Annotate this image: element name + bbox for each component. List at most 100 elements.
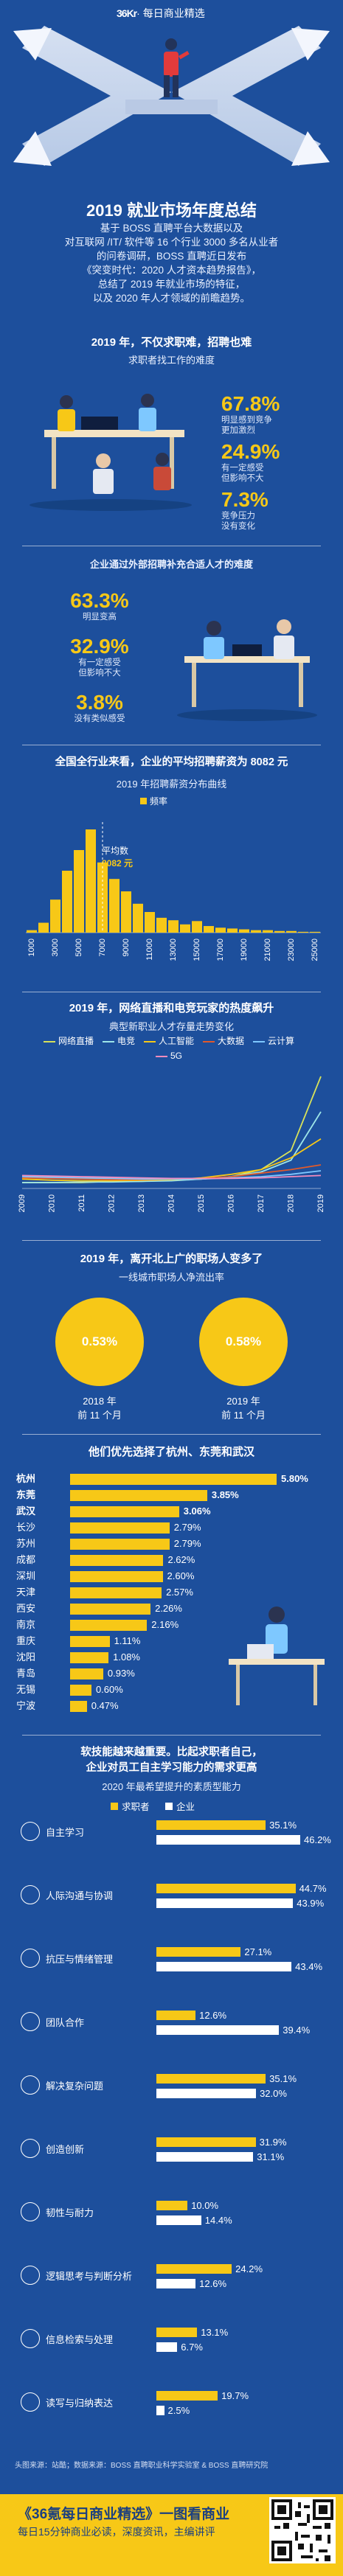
skill-name: 解决复杂问题 — [46, 2081, 104, 2092]
city-name: 宁波 — [16, 1700, 36, 1711]
skill-icon — [21, 2139, 40, 2158]
data-sources-note: 头图来源：站酷；数据来源：BOSS 直聘职业科学实验室 & BOSS 直聘研究院 — [15, 2462, 268, 2470]
skill-seeker-value: 19.7% — [221, 2390, 249, 2401]
city-name: 杭州 — [16, 1473, 36, 1484]
section5-heading: 2019 年，离开北上广的职场人变多了 — [80, 1253, 263, 1265]
skill-icon — [21, 2392, 40, 2412]
salary-bar — [263, 930, 273, 933]
salary-bar — [121, 891, 131, 933]
series-line — [22, 1111, 322, 1183]
skill-company-bar — [156, 1835, 300, 1845]
skill-icon — [21, 2329, 40, 2348]
legend-item: 云计算 — [253, 1036, 294, 1046]
footer-subtitle: 每日15分钟商业必读，深度资讯，主编讲评 — [18, 2526, 215, 2538]
section3-heading: 全国全行业来看，企业的平均招聘薪资为 8082 元 — [55, 756, 288, 768]
occupation-tick-label: 2013 — [137, 1194, 146, 1212]
skill-seeker-value: 44.7% — [299, 1883, 327, 1894]
skill-company-value: 6.7% — [181, 2342, 203, 2353]
divider — [22, 1434, 321, 1435]
city-value: 2.60% — [167, 1570, 195, 1581]
hero-illustration — [13, 26, 330, 166]
skill-seeker-value: 24.2% — [235, 2263, 263, 2274]
city-value: 2.79% — [173, 1538, 201, 1549]
skill-company-bar — [156, 2215, 201, 2225]
skill-row: 韧性与耐力 10.0% 14.4% — [0, 2198, 343, 2230]
city-name: 深圳 — [16, 1570, 36, 1581]
skill-row: 解决复杂问题 35.1% 32.0% — [0, 2071, 343, 2103]
legend-item: 大数据 — [203, 1036, 244, 1046]
skill-name: 抗压与情绪管理 — [46, 1954, 114, 1965]
city-row: 深圳 2.60% — [0, 1568, 343, 1584]
skill-name: 信息检索与处理 — [46, 2334, 114, 2345]
salary-bar — [133, 903, 143, 933]
skill-seeker-bar — [156, 2011, 196, 2020]
skill-row: 抗压与情绪管理 27.1% 43.4% — [0, 1944, 343, 1977]
salary-bar — [239, 929, 249, 933]
occupation-tick-label: 2019 — [316, 1194, 325, 1212]
salary-tick-label: 15000 — [193, 939, 201, 961]
section1-stat-2: 24.9% 有一定感受 但影响不大 — [221, 440, 280, 484]
salary-bar — [180, 924, 190, 933]
city-bar — [70, 1636, 110, 1647]
skill-company-value: 46.2% — [304, 1834, 331, 1845]
section4-heading: 2019 年，网络直播和电竞玩家的热度飙升 — [69, 1002, 274, 1014]
skill-company-bar — [156, 2152, 254, 2162]
section1-stat-3: 7.3% 竞争压力 没有变化 — [221, 488, 268, 532]
divider — [22, 1240, 321, 1241]
skill-company-bar — [156, 1898, 294, 1908]
salary-bar — [298, 931, 308, 933]
city-value: 0.93% — [107, 1668, 135, 1679]
city-row: 成都 2.62% — [0, 1552, 343, 1568]
office-meeting-illustration — [30, 394, 192, 511]
skill-seeker-value: 35.1% — [269, 2073, 297, 2084]
city-row: 天津 2.57% — [0, 1584, 343, 1601]
city-bar — [70, 1506, 179, 1517]
salary-bar — [168, 920, 179, 933]
occupation-tick-label: 2012 — [107, 1194, 116, 1212]
skill-name: 读写与归纳表达 — [46, 2398, 114, 2409]
skill-name: 逻辑思考与判断分析 — [46, 2271, 133, 2282]
salary-tick-label: 1000 — [27, 939, 36, 956]
skill-name: 团队合作 — [46, 2017, 85, 2028]
skill-row: 自主学习 35.1% 46.2% — [0, 1817, 343, 1850]
skill-row: 读写与归纳表达 19.7% 2.5% — [0, 2388, 343, 2420]
city-bar — [70, 1571, 163, 1582]
city-bar — [70, 1555, 164, 1566]
city-value: 0.47% — [91, 1700, 119, 1711]
skill-icon — [21, 1949, 40, 1968]
city-preference-bar-chart: 杭州 5.80% 东莞 3.85% 武汉 3.06% 长沙 2.79% 苏州 2.79% 成都 2.6… — [0, 1471, 343, 1722]
qr-code[interactable] — [269, 2497, 336, 2563]
city-value: 2.16% — [151, 1619, 179, 1630]
salary-bar — [310, 931, 320, 933]
salary-bar — [192, 921, 202, 933]
city-row: 宁波 0.47% — [0, 1698, 343, 1714]
city-value: 2.79% — [173, 1522, 201, 1533]
city-bar — [70, 1604, 151, 1615]
city-name: 武汉 — [16, 1505, 36, 1517]
skill-seeker-value: 31.9% — [259, 2137, 287, 2148]
salary-tick-label: 11000 — [145, 939, 154, 961]
legend-item: 电竞 — [102, 1036, 135, 1046]
salary-bar — [274, 930, 285, 933]
occupation-chart-legend: 网络直播 电竞 人工智能 大数据 云计算 5G — [37, 1034, 310, 1063]
skill-icon — [21, 2075, 40, 2095]
salary-tick-label: 25000 — [311, 939, 319, 961]
skill-name: 自主学习 — [46, 1827, 85, 1838]
skills-legend: 求职者 企业 — [111, 1799, 195, 1813]
section7-heading-line2: 企业对员工自主学习能力的需求更高 — [86, 1762, 257, 1774]
skill-icon — [21, 1822, 40, 1841]
section2-stat-2: 32.9% 有一定感受 但影响不大 — [70, 635, 129, 678]
outflow-2019-label: 2019 年前 11 个月 — [221, 1396, 266, 1421]
skill-seeker-bar — [156, 1884, 296, 1893]
salary-tick-label: 19000 — [240, 939, 249, 961]
skill-seeker-bar — [156, 1947, 241, 1957]
skill-seeker-value: 35.1% — [269, 1820, 297, 1831]
city-name: 重庆 — [16, 1635, 36, 1646]
city-name: 东莞 — [16, 1489, 36, 1500]
city-row: 长沙 2.79% — [0, 1520, 343, 1536]
salary-bar — [215, 927, 226, 933]
city-name: 天津 — [16, 1587, 36, 1598]
skill-row: 创造创新 31.9% 31.1% — [0, 2134, 343, 2167]
salary-distribution-chart: 1000 3000 5000 7000 9000 11000 13000 15000 17000… — [26, 822, 321, 961]
skill-icon — [21, 2202, 40, 2221]
